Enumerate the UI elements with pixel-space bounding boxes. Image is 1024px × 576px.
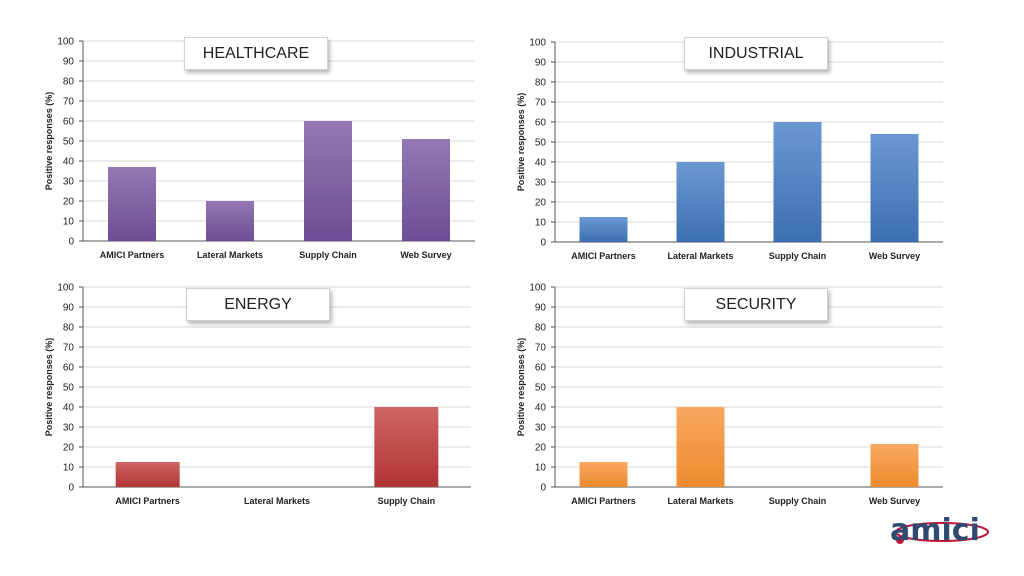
y-tick-label: 40 [535,158,547,169]
y-tick-label: 0 [68,483,74,494]
x-category-label: AMICI Partners [115,496,180,506]
y-tick-label: 50 [63,383,75,394]
y-tick-label: 50 [535,138,547,149]
y-tick-label: 80 [63,77,75,88]
bar [579,217,628,242]
x-category-label: Lateral Markets [667,496,733,506]
y-tick-label: 60 [63,117,75,128]
x-category-label: AMICI Partners [571,251,636,261]
y-tick-label: 30 [63,423,75,434]
y-tick-label: 10 [535,218,547,229]
bar [108,167,156,241]
y-tick-label: 0 [68,237,74,248]
bar [773,122,822,242]
x-category-label: Lateral Markets [244,496,310,506]
y-tick-label: 20 [535,443,547,454]
bar [870,134,919,242]
x-category-label: Web Survey [400,250,451,260]
x-category-label: Supply Chain [769,496,827,506]
y-tick-label: 30 [535,178,547,189]
amici-logo: amici [890,513,989,548]
y-axis-label: Positive responses (%) [44,338,54,437]
x-category-label: Web Survey [869,496,920,506]
x-category-label: Web Survey [869,251,920,261]
y-tick-label: 80 [63,323,75,334]
bar [206,201,254,241]
energy-chart: 0 10 20 30 40 50 60 70 80 90 100 Positive responses… [0,250,510,530]
bar [402,139,450,241]
x-category-label: Lateral Markets [667,251,733,261]
bar [870,444,919,487]
bar [676,162,725,242]
y-tick-label: 80 [535,78,547,89]
x-category-label: Supply Chain [769,251,827,261]
y-tick-label: 10 [535,463,547,474]
y-tick-label: 90 [63,303,75,314]
y-tick-label: 70 [63,343,75,354]
y-tick-label: 70 [535,343,547,354]
industrial-chart-title: INDUSTRIAL [684,37,828,70]
y-tick-label: 70 [535,98,547,109]
x-category-label: Supply Chain [299,250,357,260]
y-tick-label: 60 [535,363,547,374]
security-chart-title: SECURITY [684,288,828,321]
bar [579,462,628,487]
energy-chart-title: ENERGY [186,288,330,321]
x-category-label: AMICI Partners [571,496,636,506]
y-tick-label: 10 [63,217,75,228]
healthcare-chart: 0 10 20 30 40 50 60 70 80 90 100 Positive responses… [0,0,510,280]
y-axis-label: Positive responses (%) [516,338,526,437]
security-chart: 0 10 20 30 40 50 60 70 80 90 100 Positive responses… [472,250,982,530]
bar [676,407,725,487]
security-plot: 0 10 20 30 40 50 60 70 80 90 100 Positive responses… [516,283,943,506]
y-tick-label: 70 [63,97,75,108]
y-tick-label: 0 [540,483,546,494]
y-axis-label: Positive responses (%) [44,92,54,191]
y-tick-label: 40 [63,157,75,168]
y-tick-label: 90 [535,303,547,314]
logo-wordmark: amici [890,513,980,548]
y-tick-label: 60 [535,118,547,129]
energy-plot: 0 10 20 30 40 50 60 70 80 90 100 Positive responses… [44,283,471,506]
y-tick-label: 50 [63,137,75,148]
y-tick-label: 20 [63,197,75,208]
x-category-label: Lateral Markets [197,250,263,260]
y-tick-label: 40 [535,403,547,414]
industrial-chart: 0 10 20 30 40 50 60 70 80 90 100 Positive responses… [472,0,982,280]
y-tick-label: 100 [529,38,546,49]
x-category-label: AMICI Partners [100,250,165,260]
y-axis-label: Positive responses (%) [516,93,526,192]
bar [304,121,352,241]
industrial-plot: 0 10 20 30 40 50 60 70 80 90 100 Positive responses… [516,38,943,261]
y-tick-label: 100 [529,283,546,294]
logo-dot [896,536,904,544]
y-tick-label: 40 [63,403,75,414]
y-tick-label: 90 [535,58,547,69]
y-tick-label: 100 [57,37,74,48]
x-category-label: Supply Chain [378,496,436,506]
logo-orbit [895,522,989,542]
y-tick-label: 90 [63,57,75,68]
y-tick-label: 20 [63,443,75,454]
y-tick-label: 30 [63,177,75,188]
y-tick-label: 0 [540,238,546,249]
y-tick-label: 20 [535,198,547,209]
y-tick-label: 10 [63,463,75,474]
y-tick-label: 50 [535,383,547,394]
y-tick-label: 100 [57,283,74,294]
y-tick-label: 30 [535,423,547,434]
healthcare-chart-title: HEALTHCARE [184,37,328,70]
y-tick-label: 80 [535,323,547,334]
bar [115,462,180,487]
y-tick-label: 60 [63,363,75,374]
bar [374,407,439,487]
